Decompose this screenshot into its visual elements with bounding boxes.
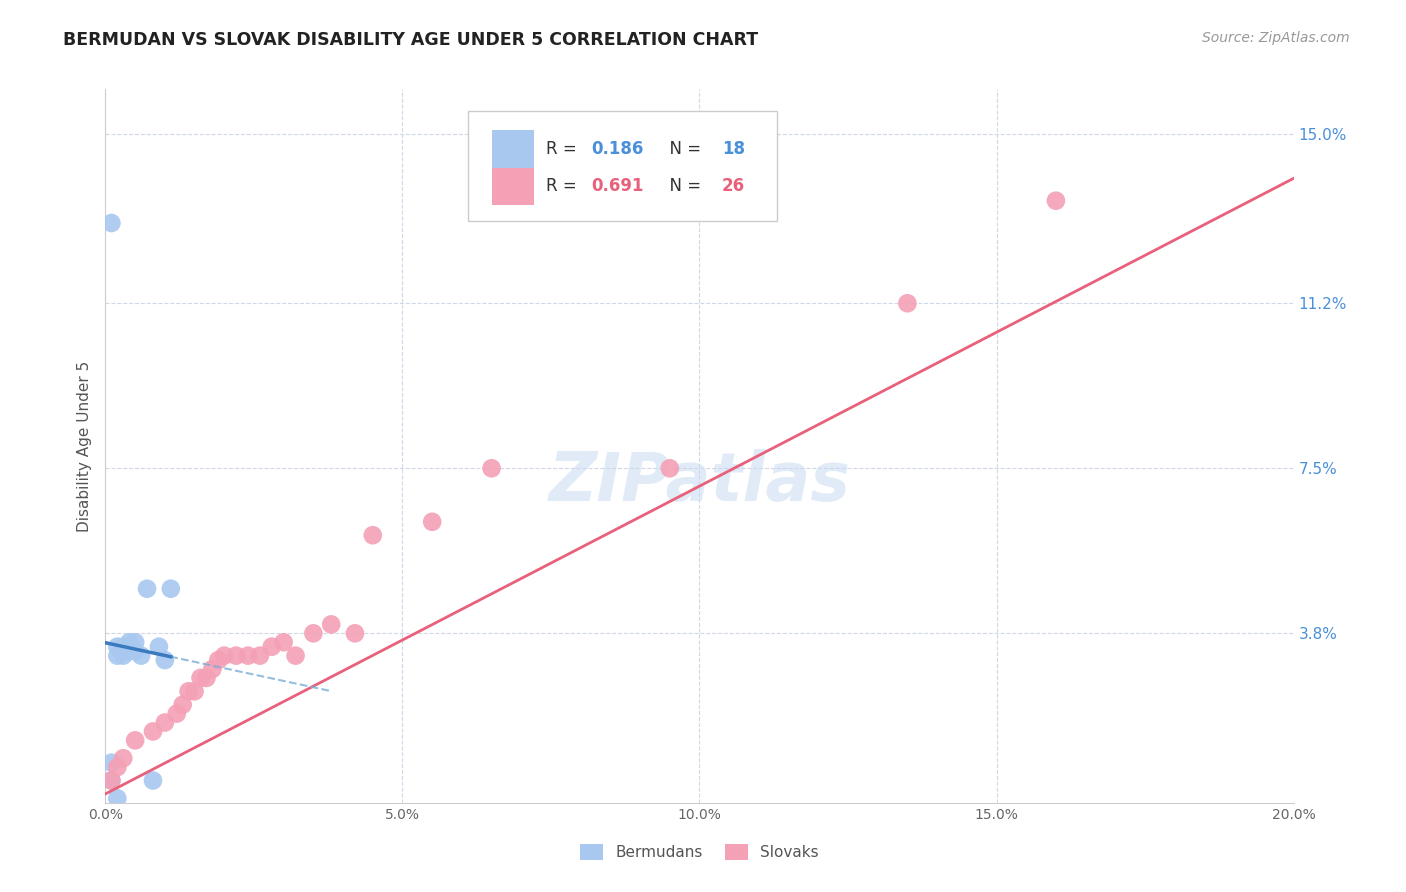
Text: R =: R = [546, 178, 582, 195]
Point [100, 216, 122, 230]
Point [207, 653, 229, 667]
Point [172, 698, 194, 712]
Point [343, 626, 366, 640]
Text: 26: 26 [723, 178, 745, 195]
Point [100, 756, 122, 770]
Point [100, 773, 122, 788]
Text: N =: N = [659, 178, 706, 195]
Point [112, 648, 135, 663]
Text: Source: ZipAtlas.com: Source: ZipAtlas.com [1202, 31, 1350, 45]
FancyBboxPatch shape [492, 130, 534, 168]
FancyBboxPatch shape [468, 111, 776, 221]
Point [153, 653, 176, 667]
Point [124, 635, 146, 649]
Point [105, 640, 128, 654]
Point [105, 648, 128, 663]
Point [105, 760, 128, 774]
Text: 18: 18 [723, 140, 745, 158]
Point [142, 773, 165, 788]
Text: BERMUDAN VS SLOVAK DISABILITY AGE UNDER 5 CORRELATION CHART: BERMUDAN VS SLOVAK DISABILITY AGE UNDER … [63, 31, 758, 49]
Point [214, 648, 236, 663]
Point [105, 791, 128, 805]
Point [361, 528, 384, 542]
Point [249, 648, 271, 663]
Point [148, 640, 170, 654]
Point [136, 582, 159, 596]
Point [183, 684, 205, 698]
Point [112, 751, 135, 765]
Point [321, 617, 343, 632]
Text: R =: R = [546, 140, 582, 158]
Point [118, 635, 141, 649]
Text: ZIPatlas: ZIPatlas [548, 449, 851, 515]
Point [124, 733, 146, 747]
Point [420, 515, 443, 529]
Point [129, 648, 152, 663]
Point [142, 724, 165, 739]
Y-axis label: Disability Age Under 5: Disability Age Under 5 [76, 360, 91, 532]
Point [260, 640, 283, 654]
Text: 0.186: 0.186 [592, 140, 644, 158]
FancyBboxPatch shape [492, 168, 534, 205]
Text: 0.691: 0.691 [592, 178, 644, 195]
Point [658, 461, 681, 475]
Point [896, 296, 918, 310]
Point [284, 648, 307, 663]
Point [195, 671, 218, 685]
Point [302, 626, 325, 640]
Legend: Bermudans, Slovaks: Bermudans, Slovaks [574, 838, 825, 866]
Point [166, 706, 188, 721]
Point [100, 773, 122, 788]
Point [153, 715, 176, 730]
Point [201, 662, 224, 676]
Point [236, 648, 259, 663]
Point [481, 461, 503, 475]
Text: N =: N = [659, 140, 706, 158]
Point [118, 644, 141, 658]
Point [1045, 194, 1067, 208]
Point [177, 684, 200, 698]
Point [273, 635, 295, 649]
Point [190, 671, 212, 685]
Point [225, 648, 247, 663]
Point [159, 582, 181, 596]
Point [124, 644, 146, 658]
Point [112, 640, 135, 654]
